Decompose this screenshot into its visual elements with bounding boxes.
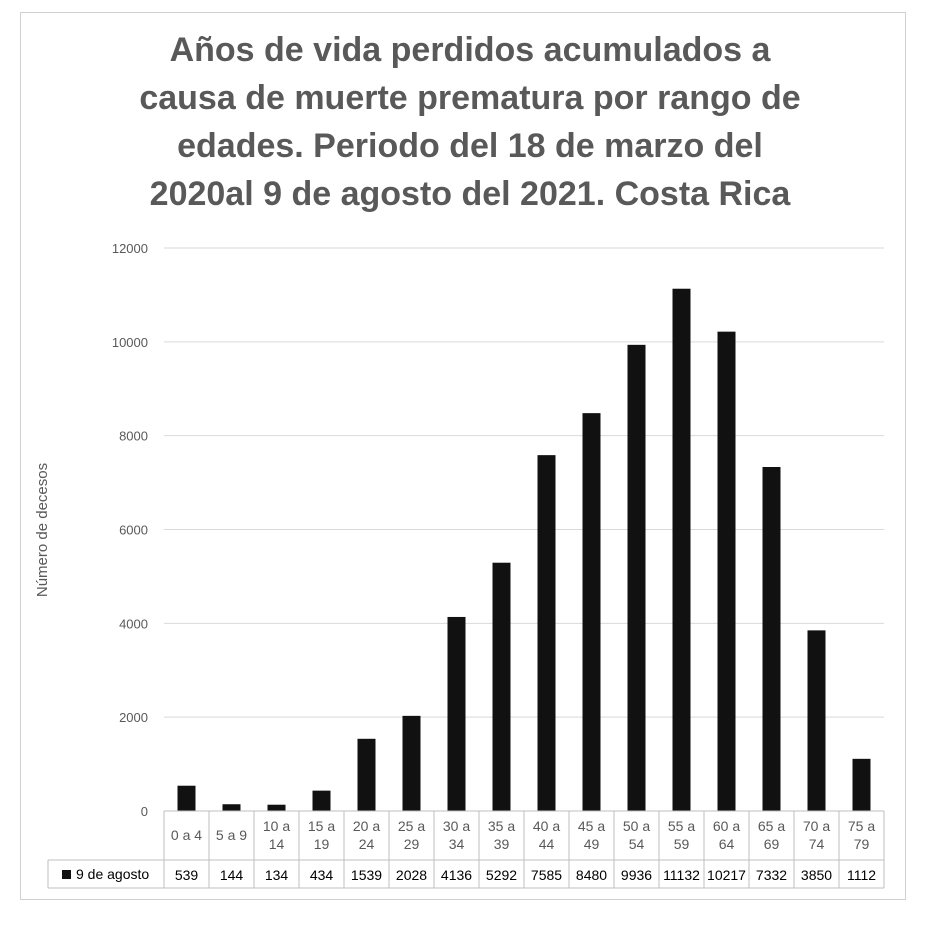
data-label: 539 <box>175 867 199 883</box>
category-label: 64 <box>719 836 735 852</box>
y-axis-ticks: 0 2000 4000 6000 8000 10000 12000 <box>112 241 148 819</box>
bar <box>357 738 376 811</box>
bar <box>402 715 421 811</box>
bar <box>492 562 511 811</box>
category-label: 69 <box>764 836 780 852</box>
bar <box>447 616 466 811</box>
chart-title-line: causa de muerte prematura por rango de <box>139 79 801 117</box>
data-label: 2028 <box>396 867 427 883</box>
category-label: 49 <box>584 836 600 852</box>
y-tick-label: 6000 <box>119 523 148 538</box>
bar <box>717 331 736 811</box>
data-label: 3850 <box>801 867 832 883</box>
category-label: 44 <box>539 836 555 852</box>
y-tick-label: 4000 <box>119 616 148 631</box>
bar <box>672 288 691 812</box>
category-label: 74 <box>809 836 825 852</box>
category-label: 60 a <box>713 818 740 834</box>
chart-title-line: 2020al 9 de agosto del 2021. Costa Rica <box>149 175 791 213</box>
y-tick-label: 0 <box>141 804 148 819</box>
category-label: 50 a <box>623 818 650 834</box>
category-label: 45 a <box>578 818 605 834</box>
category-label: 19 <box>314 836 330 852</box>
chart-title-line: edades. Periodo del 18 de marzo del <box>177 127 763 165</box>
bar <box>582 413 601 811</box>
y-tick-label: 8000 <box>119 429 148 444</box>
category-label: 15 a <box>308 818 335 834</box>
data-label: 7332 <box>756 867 787 883</box>
category-label: 75 a <box>848 818 875 834</box>
category-label: 14 <box>269 836 285 852</box>
chart-title: Años de vida perdidos acumulados a causa… <box>60 26 880 218</box>
category-label: 35 a <box>488 818 515 834</box>
category-label: 29 <box>404 836 420 852</box>
data-label: 134 <box>265 867 289 883</box>
chart-title-line: Años de vida perdidos acumulados a <box>169 31 771 69</box>
data-label: 1539 <box>351 867 382 883</box>
category-label: 40 a <box>533 818 560 834</box>
category-label: 10 a <box>263 818 290 834</box>
legend-label: 9 de agosto <box>76 866 149 882</box>
category-label: 39 <box>494 836 510 852</box>
data-label: 9936 <box>621 867 652 883</box>
bars <box>177 288 871 812</box>
data-table: 0 a 4 539 5 a 9 144 10 a 14 134 15 a 19 434 20 a 24… <box>47 810 885 889</box>
data-label: 434 <box>310 867 334 883</box>
category-label: 55 a <box>668 818 695 834</box>
data-label: 10217 <box>707 867 746 883</box>
category-label: 34 <box>449 836 465 852</box>
category-label: 70 a <box>803 818 830 834</box>
category-label: 0 a 4 <box>171 827 202 843</box>
bar <box>312 790 331 811</box>
bar <box>627 344 646 811</box>
category-label: 54 <box>629 836 645 852</box>
bar <box>852 758 871 811</box>
chart-frame <box>20 12 906 900</box>
category-label: 5 a 9 <box>216 827 247 843</box>
data-label: 1112 <box>847 867 876 883</box>
category-label: 59 <box>674 836 690 852</box>
bar <box>222 804 241 811</box>
bar <box>537 455 556 811</box>
bar <box>762 467 781 811</box>
bar <box>807 630 826 811</box>
category-label: 24 <box>359 836 375 852</box>
bar <box>267 804 286 811</box>
data-label: 7585 <box>531 867 562 883</box>
data-label: 144 <box>220 867 244 883</box>
y-tick-label: 12000 <box>112 241 148 256</box>
bar <box>177 785 196 811</box>
category-label: 65 a <box>758 818 785 834</box>
data-label: 5292 <box>486 867 517 883</box>
category-label: 20 a <box>353 818 380 834</box>
data-label: 4136 <box>441 867 472 883</box>
category-label: 25 a <box>398 818 425 834</box>
legend-swatch <box>62 870 71 879</box>
category-label: 30 a <box>443 818 470 834</box>
data-label: 11132 <box>663 867 700 883</box>
category-label: 79 <box>854 836 870 852</box>
y-tick-label: 10000 <box>112 335 148 350</box>
data-label: 8480 <box>576 867 607 883</box>
y-tick-label: 2000 <box>119 710 148 725</box>
